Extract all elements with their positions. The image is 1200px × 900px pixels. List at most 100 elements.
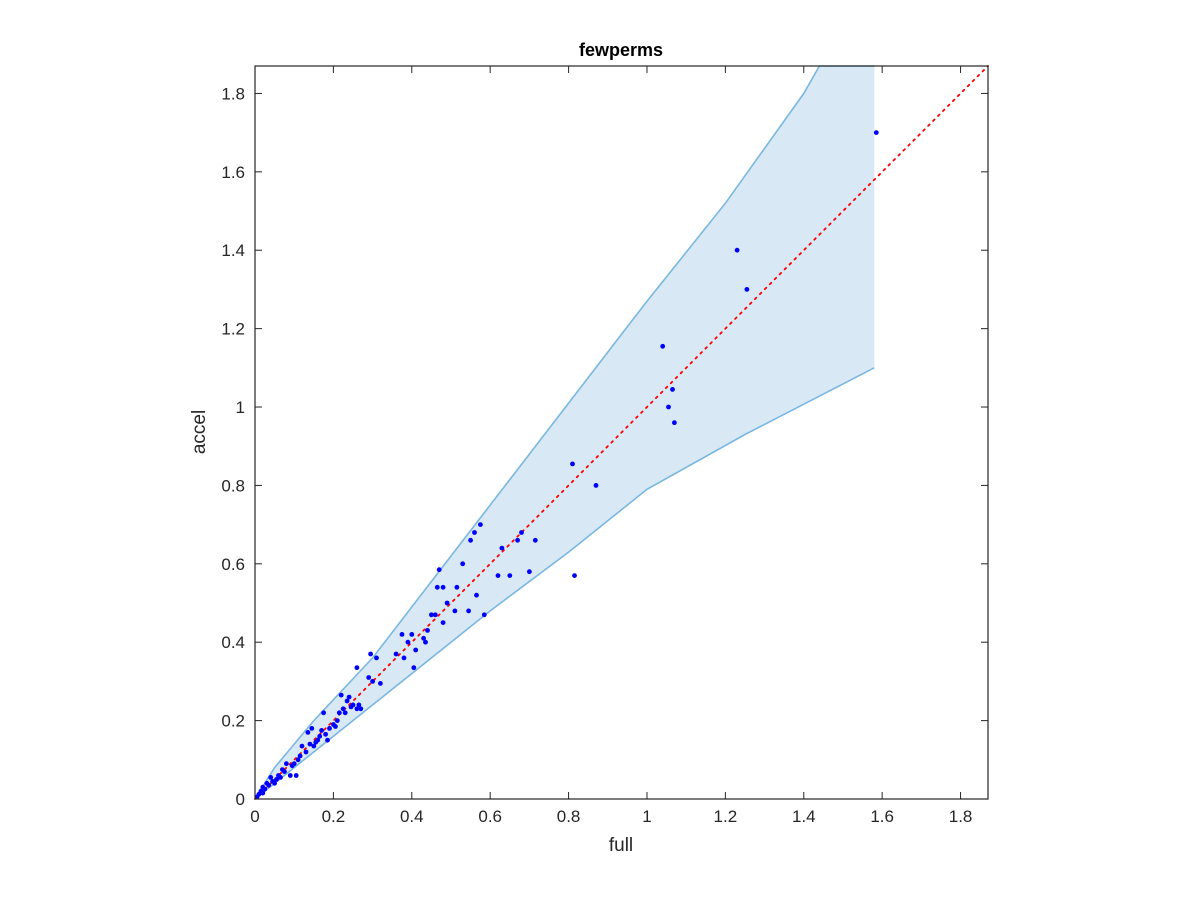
x-tick-label: 0.6 (478, 807, 502, 826)
reference-line (254, 65, 989, 800)
data-point (354, 665, 360, 671)
data-point (413, 647, 419, 653)
data-point (570, 461, 575, 467)
data-point (307, 741, 313, 747)
data-point (593, 483, 599, 488)
data-point (356, 702, 362, 708)
data-point (495, 573, 501, 578)
data-point (315, 737, 321, 743)
data-point (405, 639, 411, 645)
data-point (287, 773, 293, 778)
data-point (321, 710, 326, 716)
data-point (346, 694, 352, 700)
data-point (744, 287, 750, 292)
data-point (262, 786, 268, 792)
data-point (317, 733, 323, 739)
data-point (266, 782, 272, 788)
confidence-band-layer (254, 65, 875, 800)
y-tick-label: 0.8 (221, 476, 245, 495)
data-point (272, 780, 277, 786)
data-point (472, 530, 477, 535)
data-point (378, 681, 383, 686)
data-point (350, 702, 356, 708)
data-point (434, 584, 440, 590)
data-point (374, 655, 379, 661)
data-point (572, 573, 577, 578)
data-point (291, 761, 297, 767)
x-tick-label: 1 (642, 807, 651, 826)
x-tick-label: 1.6 (870, 807, 894, 826)
data-point (323, 731, 328, 737)
x-tick-label: 1.2 (714, 807, 738, 826)
y-tick-label: 1.6 (221, 163, 245, 182)
reference-line-layer (254, 65, 989, 800)
x-tick-label: 0.8 (557, 807, 581, 826)
data-point (432, 612, 438, 618)
data-point (295, 757, 301, 763)
y-tick-label: 1.4 (221, 241, 245, 260)
x-tick-label: 1.4 (792, 807, 816, 826)
data-point (319, 728, 324, 733)
data-point (444, 600, 450, 606)
data-point (515, 537, 520, 543)
data-point (478, 522, 483, 527)
band-upper-edge (254, 65, 875, 800)
data-point (338, 692, 344, 698)
data-point (336, 710, 342, 716)
data-point (401, 655, 407, 661)
data-point (519, 530, 524, 535)
data-point (303, 749, 309, 755)
data-point (393, 651, 399, 657)
data-point (527, 569, 532, 575)
y-tick-label: 0.4 (221, 633, 245, 652)
data-point (660, 343, 666, 349)
data-point (423, 639, 428, 645)
data-point (297, 753, 303, 759)
data-point (282, 769, 287, 774)
y-tick-label: 0.6 (221, 555, 245, 574)
data-point (354, 706, 360, 712)
data-point (532, 537, 538, 543)
data-point (421, 635, 426, 641)
plot-frame (254, 65, 989, 800)
y-axis: 0 0.2 0.4 0.6 0.8 1 1.2 1.4 1.6 1.8 (221, 84, 988, 809)
y-tick-label: 1 (236, 398, 245, 417)
data-point (452, 608, 458, 614)
data-point (734, 247, 740, 253)
data-point (344, 698, 350, 704)
data-point (468, 537, 473, 543)
data-point (409, 632, 415, 637)
data-point (309, 726, 315, 731)
data-point (268, 775, 274, 780)
data-point (481, 612, 487, 618)
data-point (334, 718, 340, 723)
data-point (670, 387, 675, 392)
data-point (429, 612, 434, 618)
scatter-points-layer (254, 130, 879, 800)
data-point (440, 620, 446, 625)
data-point (327, 726, 332, 731)
data-point (325, 737, 330, 743)
data-point (366, 675, 372, 680)
data-point (466, 608, 471, 614)
data-point (454, 584, 460, 590)
x-tick-label: 0.4 (400, 807, 424, 826)
data-point (278, 775, 283, 780)
x-axis: 0 0.2 0.4 0.6 0.8 1 1.2 1.4 1.6 1.8 (250, 66, 972, 826)
data-point (436, 567, 442, 573)
data-point (340, 706, 346, 712)
data-point (358, 706, 364, 712)
y-tick-label: 1.8 (221, 84, 245, 103)
data-point (666, 404, 671, 410)
data-point (368, 651, 373, 657)
y-axis-label: accel (189, 410, 210, 454)
chart-title: fewperms (579, 40, 663, 60)
data-point (399, 632, 405, 637)
x-tick-label: 1.8 (949, 807, 973, 826)
data-point (311, 743, 317, 749)
confidence-band-fill (255, 66, 875, 799)
data-point (293, 773, 299, 778)
data-point (460, 561, 466, 567)
x-tick-label: 0 (250, 807, 259, 826)
